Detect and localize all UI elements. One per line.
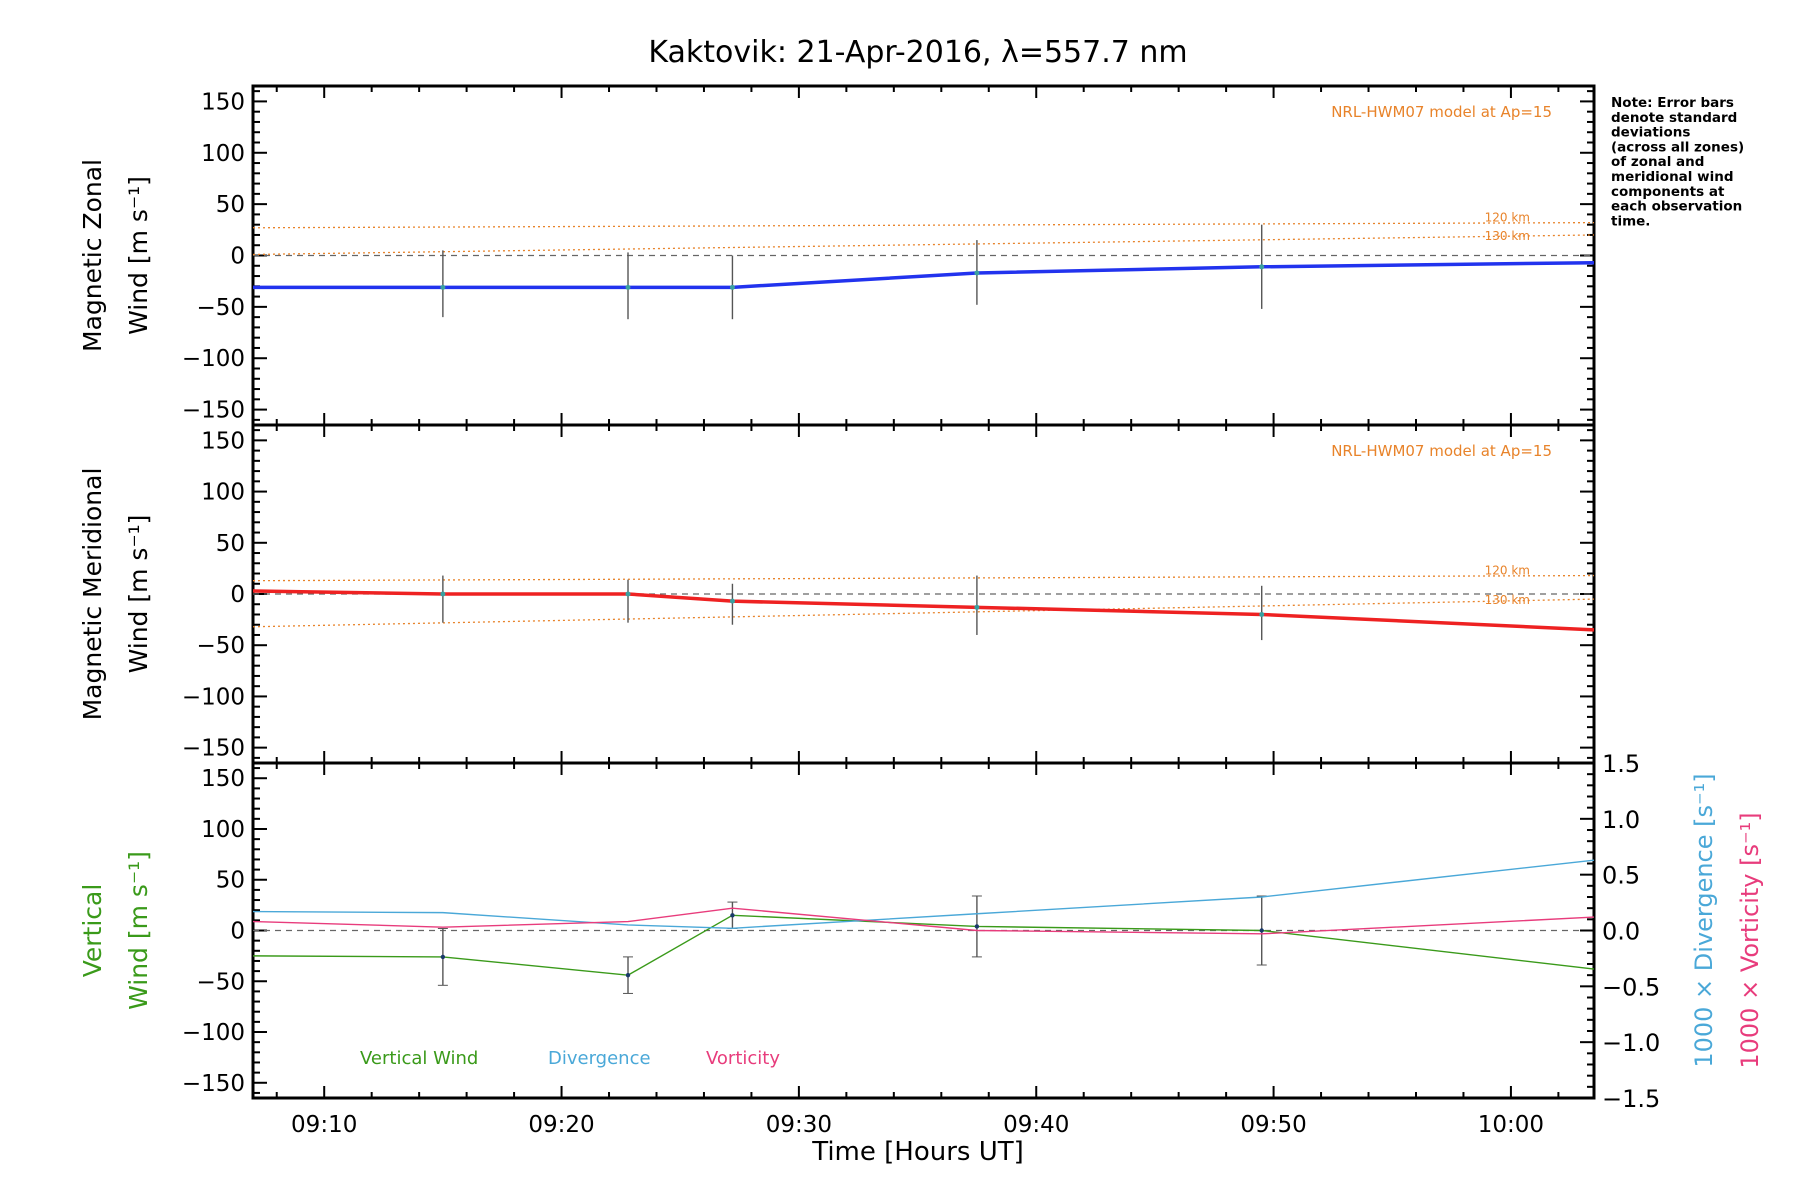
data-point — [974, 270, 980, 276]
data-point — [730, 913, 735, 918]
note-line: meridional wind — [1611, 169, 1734, 185]
data-point — [440, 954, 446, 960]
y-tick-label: 0 — [230, 244, 245, 270]
data-point — [440, 284, 446, 290]
y2-tick-label: −1.0 — [1602, 1029, 1660, 1057]
note-line: deviations — [1611, 125, 1690, 141]
model-line — [252, 574, 1595, 582]
y-axis-label: Wind [m s⁻¹] — [124, 176, 153, 335]
y-tick-label: −150 — [182, 736, 245, 762]
data-point — [729, 284, 735, 290]
y-tick-label: 50 — [216, 192, 245, 218]
x-tick-label: 10:00 — [1478, 1112, 1544, 1138]
model-line — [252, 234, 1595, 256]
y-tick-label: 100 — [201, 141, 245, 167]
y2-tick-label: 1.0 — [1602, 806, 1640, 834]
y-tick-label: 50 — [216, 531, 245, 557]
y-tick-label: 150 — [201, 89, 245, 115]
x-axis-label: Time [Hours UT] — [811, 1137, 1024, 1167]
y-axis-label: Vertical — [78, 884, 107, 978]
data-point — [440, 591, 446, 597]
note-line: time. — [1611, 213, 1650, 229]
x-tick-label: 09:50 — [1240, 1112, 1306, 1138]
note-line: components at — [1611, 184, 1725, 200]
meridional-panel: 150 100 50 0 −50 −100 −150 Magnetic Meridional W… — [78, 423, 1596, 765]
model-line-label: 130 km — [1485, 229, 1530, 243]
series-line — [252, 907, 1595, 935]
y-tick-label: −50 — [196, 969, 245, 995]
model-line-label: 130 km — [1485, 593, 1530, 607]
legend-vertical-wind: Vertical Wind — [360, 1048, 478, 1069]
y-tick-label: −100 — [182, 1020, 245, 1046]
series-line — [253, 260, 1595, 290]
y2-tick-label: 1.5 — [1602, 750, 1640, 778]
y-tick-label: −100 — [182, 346, 245, 372]
note-line: of zonal and — [1611, 154, 1704, 170]
y2-tick-label: 0.0 — [1602, 918, 1640, 946]
y2-tick-label: −1.5 — [1602, 1085, 1660, 1113]
y-axis-label: Wind [m s⁻¹] — [124, 851, 153, 1010]
data-point — [1259, 928, 1264, 933]
y2-divergence-label: 1000 × Divergence [s⁻¹] — [1690, 773, 1718, 1067]
note-line: Note: Error bars — [1611, 95, 1734, 111]
y-tick-label: 50 — [216, 868, 245, 894]
y-axis-label: Magnetic Meridional — [78, 468, 107, 721]
model-line — [252, 221, 1595, 229]
data-point — [625, 284, 631, 290]
vertical-panel: 09:10 09:20 09:30 09:40 09:50 10:00 150 100 50 0 −… — [78, 750, 1764, 1138]
model-label: NRL-HWM07 model at Ap=15 — [1331, 442, 1552, 460]
y-tick-label: −150 — [182, 1071, 245, 1097]
data-point — [1259, 264, 1265, 270]
model-label: NRL-HWM07 model at Ap=15 — [1331, 103, 1552, 121]
y-tick-label: −50 — [196, 295, 245, 321]
legend-vorticity: Vorticity — [706, 1048, 780, 1069]
zonal-panel: 150 100 50 0 −50 −100 −150 Magnetic Zonal Wind [… — [78, 84, 1596, 427]
model-line-label: 120 km — [1485, 211, 1530, 225]
y2-vorticity-label: 1000 × Vorticity [s⁻¹] — [1736, 812, 1764, 1068]
data-point — [974, 604, 980, 610]
y-tick-label: 100 — [201, 817, 245, 843]
series-line — [252, 914, 1595, 976]
note-line: denote standard — [1611, 110, 1737, 126]
model-line-label: 120 km — [1485, 564, 1530, 578]
y-tick-label: 0 — [230, 582, 245, 608]
y-axis-label: Wind [m s⁻¹] — [124, 515, 153, 674]
y-tick-label: 100 — [201, 480, 245, 506]
note-line: each observation — [1611, 199, 1742, 215]
chart-title: Kaktovik: 21-Apr-2016, λ=557.7 nm — [648, 35, 1187, 70]
data-point — [1259, 611, 1265, 617]
x-tick-label: 09:20 — [528, 1112, 594, 1138]
data-point — [625, 591, 631, 597]
y-tick-label: −150 — [182, 398, 245, 424]
y2-tick-label: −0.5 — [1602, 973, 1660, 1001]
legend: Vertical Wind Divergence Vorticity — [360, 1048, 780, 1069]
x-tick-label: 09:30 — [766, 1112, 832, 1138]
series-line — [252, 589, 1595, 632]
y-tick-label: 150 — [201, 766, 245, 792]
data-point — [729, 598, 735, 604]
x-tick-label: 09:10 — [291, 1112, 357, 1138]
y2-tick-label: 0.5 — [1602, 862, 1640, 890]
y-tick-label: 150 — [201, 428, 245, 454]
note-line: (across all zones) — [1611, 139, 1744, 155]
x-tick-label: 09:40 — [1003, 1112, 1069, 1138]
y-tick-label: −100 — [182, 684, 245, 710]
model-line — [252, 598, 1595, 628]
series-line — [252, 859, 1595, 929]
y-axis-label: Magnetic Zonal — [78, 159, 107, 352]
y-tick-label: −50 — [196, 633, 245, 659]
data-point — [974, 924, 980, 929]
legend-divergence: Divergence — [548, 1048, 651, 1069]
data-point — [625, 972, 631, 978]
y-tick-label: 0 — [230, 919, 245, 945]
